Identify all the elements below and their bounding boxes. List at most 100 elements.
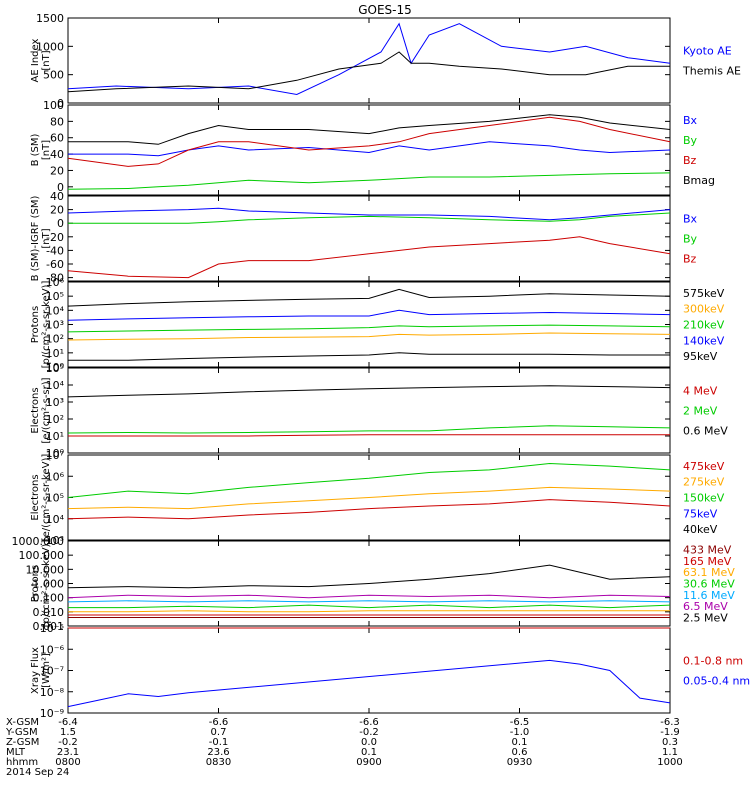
y-tick-label: 0 (57, 181, 64, 194)
y-tick-label: 60 (50, 132, 64, 145)
series-line-0.6-MeV (67, 385, 671, 398)
y-axis-label: B (SM) (30, 133, 41, 166)
legend-entry: Bz (683, 253, 697, 266)
series-line-140keV (67, 309, 671, 321)
legend-entry: 11.6 MeV (683, 589, 735, 602)
series-line-4-MeV (68, 434, 670, 437)
panel-frame (67, 627, 671, 714)
y-tick-label: 10² (46, 333, 64, 346)
series-line-300keV (67, 332, 671, 341)
panel-5: 10³ 10⁴ 10⁵ 10⁶ 10⁷ Electrons [e/(cm²-s-sr-keV… (30, 449, 725, 547)
plot-title: GOES-15 (358, 3, 412, 17)
legend-entry: 95keV (683, 350, 718, 363)
y-tick-label: 10⁶ (46, 276, 65, 289)
series-line-11.6-MeV (67, 600, 671, 603)
orbit-row-value: 0900 (356, 757, 381, 768)
y-tick-label: -60 (46, 258, 64, 271)
legend-entry: Bx (683, 213, 698, 226)
date-label: 2014 Sep 24 (6, 767, 69, 778)
y-axis-label: Protons (30, 306, 41, 343)
orbit-row-value: -6.5 (510, 717, 530, 728)
orbit-row-label: Z-GSM (6, 737, 39, 748)
y-tick-label: 10⁴ (46, 513, 65, 526)
legend-entry: 40keV (683, 523, 718, 536)
y-tick-label: 20 (50, 204, 64, 217)
panel-0: 0 500 1000 1500 AE Index [nT] Kyoto AE Themis A… (30, 12, 741, 110)
orbit-row-label: Y-GSM (5, 727, 38, 738)
y-axis-label: [nT] (41, 140, 52, 160)
orbit-row-value: 23.6 (207, 747, 229, 758)
legend-entry: Bz (683, 154, 697, 167)
y-axis-label: AE Index (30, 38, 41, 82)
y-tick-label: 1.000 (33, 578, 65, 591)
y-tick-label: 10⁴ (46, 304, 65, 317)
series-line-Themis-AE (67, 51, 670, 93)
y-tick-label: 100.000 (19, 549, 65, 562)
orbit-row-value: 0.1 (512, 737, 528, 748)
y-tick-label: 1000 (36, 40, 64, 53)
legend-entry: 0.1-0.8 nm (683, 655, 743, 668)
orbit-row-value: 1.5 (60, 727, 76, 738)
y-tick-label: 10.000 (26, 563, 65, 576)
series-line-2.5-MeV (67, 564, 671, 589)
orbit-row-value: 0830 (206, 757, 231, 768)
panel-frame (67, 195, 671, 282)
y-tick-label: 10⁰ (46, 361, 65, 374)
series-line-575keV (68, 352, 670, 361)
y-tick-label: 10⁰ (46, 447, 65, 460)
orbit-row-value: -0.2 (58, 737, 78, 748)
y-axis-label: Xray Flux (30, 647, 41, 694)
series-line-Bx (67, 207, 671, 221)
y-tick-label: 0 (57, 97, 64, 110)
y-tick-label: 10⁵ (46, 362, 64, 375)
series-line-150keV (67, 462, 671, 498)
series-line-2-MeV (67, 425, 671, 434)
orbit-row-value: -6.6 (209, 717, 229, 728)
legend-entry: 165 MeV (683, 555, 732, 568)
legend-entry: Bmag (683, 174, 715, 187)
y-tick-label: 0.010 (33, 606, 65, 619)
y-tick-label: 10⁻⁵ (40, 622, 64, 635)
panel-1: 0 20 40 60 80 100 B (SM) [nT] Bx By Bz Bmag (30, 99, 715, 196)
legend-entry: 2.5 MeV (683, 611, 728, 624)
y-tick-label: -20 (46, 231, 64, 244)
series-line-475keV (67, 499, 671, 520)
orbit-row-label: MLT (6, 747, 26, 758)
y-tick-label: 10⁻⁷ (40, 665, 64, 678)
legend-entry: 6.5 MeV (683, 600, 728, 613)
orbit-row-value: 0.0 (361, 737, 377, 748)
y-tick-label: 10¹ (46, 347, 64, 360)
orbit-row-value: -6.4 (58, 717, 78, 728)
y-axis-label: [nT] (41, 50, 52, 70)
y-tick-label: 1000.000 (12, 535, 65, 548)
series-line-By (68, 212, 671, 224)
series-line-95keV (67, 288, 671, 307)
orbit-row-value: -1.9 (660, 727, 680, 738)
panel-frame (67, 17, 671, 104)
orbit-row-value: 0.6 (512, 747, 528, 758)
y-tick-label: 40 (50, 190, 64, 203)
orbit-row-value: -1.0 (510, 727, 530, 738)
y-axis-label: [e/(cm²-s-sr)] (41, 377, 52, 443)
y-axis-label: [e/(cm²-s-sr-keV)] (41, 454, 52, 542)
orbit-row-label: X-GSM (6, 717, 39, 728)
legend-entry: 433 MeV (683, 544, 732, 557)
series-line-0.05-0.4-nm (67, 659, 671, 708)
legend-entry: 275keV (683, 476, 725, 489)
series-line-6.5-MeV (67, 594, 671, 599)
y-tick-label: 10³ (46, 396, 64, 409)
legend-entry: Themis AE (682, 65, 741, 78)
y-axis-label: [p/(cm²-s-sr-keV)] (41, 281, 52, 369)
series-line-Kyoto-AE (67, 22, 671, 96)
orbit-row-value: -6.3 (660, 717, 680, 728)
orbit-row-value: 0930 (507, 757, 532, 768)
series-line-210keV (67, 324, 671, 333)
orbit-row-value: 0.7 (211, 727, 227, 738)
series-line-Bz (67, 236, 671, 279)
orbit-row-value: 0.3 (662, 737, 678, 748)
legend-entry: By (683, 134, 698, 147)
legend-entry: 150keV (683, 492, 725, 505)
